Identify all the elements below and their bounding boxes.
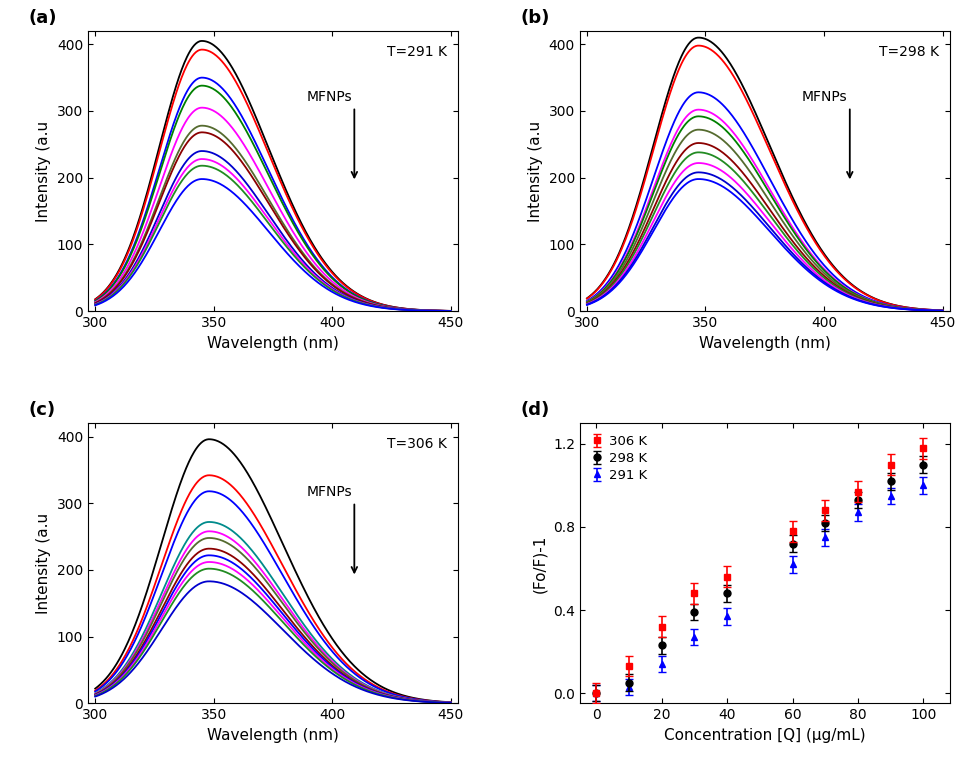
Text: (b): (b) [520, 9, 550, 26]
X-axis label: Wavelength (nm): Wavelength (nm) [698, 335, 830, 350]
Text: MFNPs: MFNPs [306, 485, 351, 499]
Text: T=291 K: T=291 K [386, 45, 446, 59]
X-axis label: Wavelength (nm): Wavelength (nm) [206, 728, 338, 743]
Y-axis label: Intensity (a.u: Intensity (a.u [36, 512, 51, 614]
Text: (c): (c) [29, 401, 56, 419]
X-axis label: Concentration [Q] (μg/mL): Concentration [Q] (μg/mL) [663, 728, 865, 743]
Text: MFNPs: MFNPs [306, 90, 351, 104]
Text: (a): (a) [29, 9, 58, 26]
Text: T=306 K: T=306 K [386, 438, 446, 451]
Text: MFNPs: MFNPs [801, 90, 847, 104]
Text: (d): (d) [520, 401, 550, 419]
Legend: 306 K, 298 K, 291 K: 306 K, 298 K, 291 K [586, 430, 651, 487]
Y-axis label: Intensity (a.u: Intensity (a.u [36, 121, 51, 222]
Y-axis label: Intensity (a.u: Intensity (a.u [527, 121, 543, 222]
X-axis label: Wavelength (nm): Wavelength (nm) [206, 335, 338, 350]
Text: T=298 K: T=298 K [877, 45, 938, 59]
Y-axis label: (Fo/F)-1: (Fo/F)-1 [532, 534, 547, 593]
